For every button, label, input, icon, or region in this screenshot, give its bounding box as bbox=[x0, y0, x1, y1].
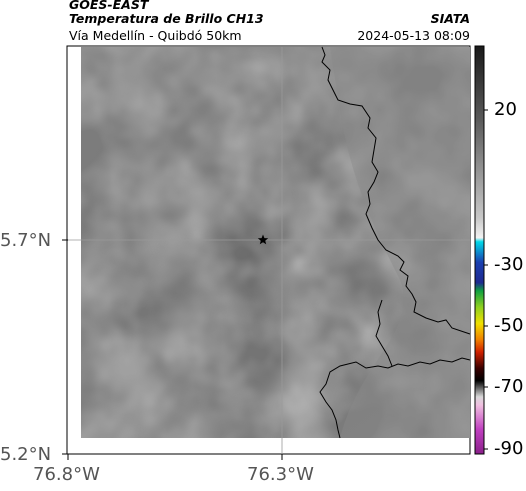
product-title: Temperatura de Brillo CH13 bbox=[69, 11, 264, 26]
lon-label: 76.3°W bbox=[247, 464, 314, 485]
colorbar bbox=[474, 45, 485, 455]
colorbar-label: -90 bbox=[494, 438, 524, 459]
region-subtitle: Vía Medellín - Quibdó 50km bbox=[69, 28, 242, 43]
colorbar-label: -70 bbox=[494, 376, 524, 397]
lat-label: 5.2°N bbox=[0, 444, 52, 465]
boundary-line-north bbox=[321, 46, 471, 335]
colorbar-label: 20 bbox=[494, 99, 517, 120]
brightness-field bbox=[81, 47, 470, 438]
lon-label: 76.8°W bbox=[33, 464, 100, 485]
boundary-line-south bbox=[319, 357, 471, 439]
colorbar-label: -30 bbox=[494, 254, 524, 275]
timestamp: 2024-05-13 08:09 bbox=[357, 28, 470, 43]
star-icon bbox=[257, 234, 269, 245]
satellite-source: GOES-EAST bbox=[69, 0, 149, 12]
lat-label: 5.7°N bbox=[0, 230, 52, 251]
boundary-line-inner bbox=[375, 299, 393, 367]
agency-label: SIATA bbox=[430, 11, 470, 26]
colorbar-label: -50 bbox=[494, 315, 524, 336]
